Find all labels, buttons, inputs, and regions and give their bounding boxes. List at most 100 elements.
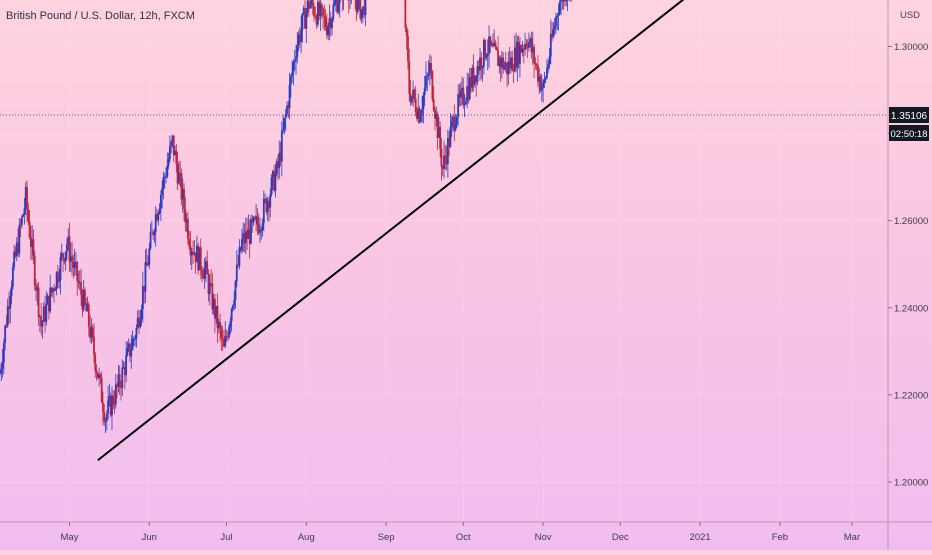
candle-body	[219, 322, 221, 329]
candle-body	[420, 114, 422, 122]
candle-body	[300, 30, 302, 42]
candle-body	[228, 327, 230, 337]
candle-body	[84, 290, 86, 303]
candle-body	[165, 177, 167, 178]
candle-body	[71, 256, 73, 262]
candle-body	[60, 257, 62, 280]
candle-body	[357, 0, 359, 12]
candle-body	[159, 208, 161, 213]
candle-body	[96, 370, 98, 373]
candle-body	[27, 210, 29, 222]
candle-body	[161, 188, 163, 195]
candle-body	[201, 270, 203, 275]
candle-body	[188, 239, 190, 246]
candle-body	[99, 375, 101, 378]
candle-body	[547, 64, 549, 67]
candle-body	[169, 146, 171, 159]
candle-body	[141, 309, 143, 319]
candle-body	[130, 350, 132, 357]
candle-body	[290, 76, 292, 84]
candle-body	[45, 304, 47, 321]
candle-body	[232, 305, 234, 309]
candle-body	[555, 17, 557, 27]
candle-body	[312, 0, 314, 6]
candle-body	[559, 2, 561, 13]
candle-body	[406, 28, 408, 36]
candle-body	[558, 13, 560, 16]
candle-body	[200, 247, 202, 270]
candle-body	[3, 343, 5, 363]
candle-body	[233, 300, 235, 306]
candle-body	[93, 336, 95, 354]
candle-body	[74, 263, 76, 268]
candle-body	[533, 47, 535, 63]
candle-body	[80, 282, 82, 295]
candle-body	[209, 283, 211, 294]
candle-body	[455, 124, 457, 130]
candle-body	[250, 219, 252, 244]
candle-body	[541, 88, 543, 91]
y-tick-label: 1.20000	[894, 478, 928, 489]
candle-body	[114, 404, 116, 405]
candle-body	[465, 102, 467, 105]
candle-body	[275, 174, 277, 191]
candle-body	[145, 262, 147, 291]
candle-body	[11, 287, 13, 296]
candle-body	[236, 265, 238, 281]
candle-body	[432, 71, 434, 99]
candle-body	[54, 289, 56, 291]
candle-body	[4, 325, 6, 342]
candle-body	[282, 129, 284, 131]
candle-body	[334, 2, 336, 5]
candle-body	[404, 0, 406, 28]
candle-body	[21, 217, 23, 226]
candle-body	[536, 64, 538, 65]
candle-body	[42, 322, 44, 326]
candle-body	[115, 385, 117, 405]
candle-body	[332, 5, 334, 19]
support-trendline	[98, 0, 834, 460]
candle-body	[22, 215, 24, 217]
candle-body	[284, 118, 286, 129]
candle-body	[484, 40, 486, 58]
candle-body	[58, 280, 60, 282]
candle-body	[271, 177, 273, 194]
candle-body	[296, 45, 298, 57]
y-tick-label: 1.30000	[894, 42, 928, 53]
candle-body	[487, 54, 489, 56]
candle-body	[187, 219, 189, 239]
candle-body	[331, 19, 333, 28]
last-price-label: 1.35106	[891, 111, 928, 122]
candle-body	[549, 57, 551, 65]
candle-body	[433, 99, 435, 110]
candle-body	[289, 85, 291, 109]
candle-body	[18, 225, 20, 253]
candle-body	[550, 34, 552, 57]
candle-body	[450, 127, 452, 146]
currency-label: USD	[900, 10, 920, 21]
x-tick-label: Aug	[298, 532, 315, 543]
candle-body	[224, 336, 226, 346]
candle-body	[166, 166, 168, 177]
x-tick-label: Nov	[535, 532, 552, 543]
candle-body	[460, 91, 462, 98]
candle-body	[325, 17, 327, 27]
candle-body	[407, 36, 409, 62]
candle-body	[168, 159, 170, 166]
candle-body	[262, 223, 264, 230]
candle-body	[170, 142, 172, 146]
candle-body	[414, 90, 416, 99]
candle-body	[24, 208, 26, 214]
last-price-tag: 1.35106	[889, 107, 929, 123]
candle-body	[305, 12, 307, 28]
candle-body	[150, 232, 152, 248]
countdown-tag: 02:50:18	[889, 125, 929, 141]
candle-body	[33, 239, 35, 255]
candle-body	[462, 88, 464, 105]
candle-body	[464, 104, 466, 105]
candle-body	[313, 6, 315, 16]
candle-body	[139, 319, 141, 327]
candle-body	[235, 281, 237, 300]
